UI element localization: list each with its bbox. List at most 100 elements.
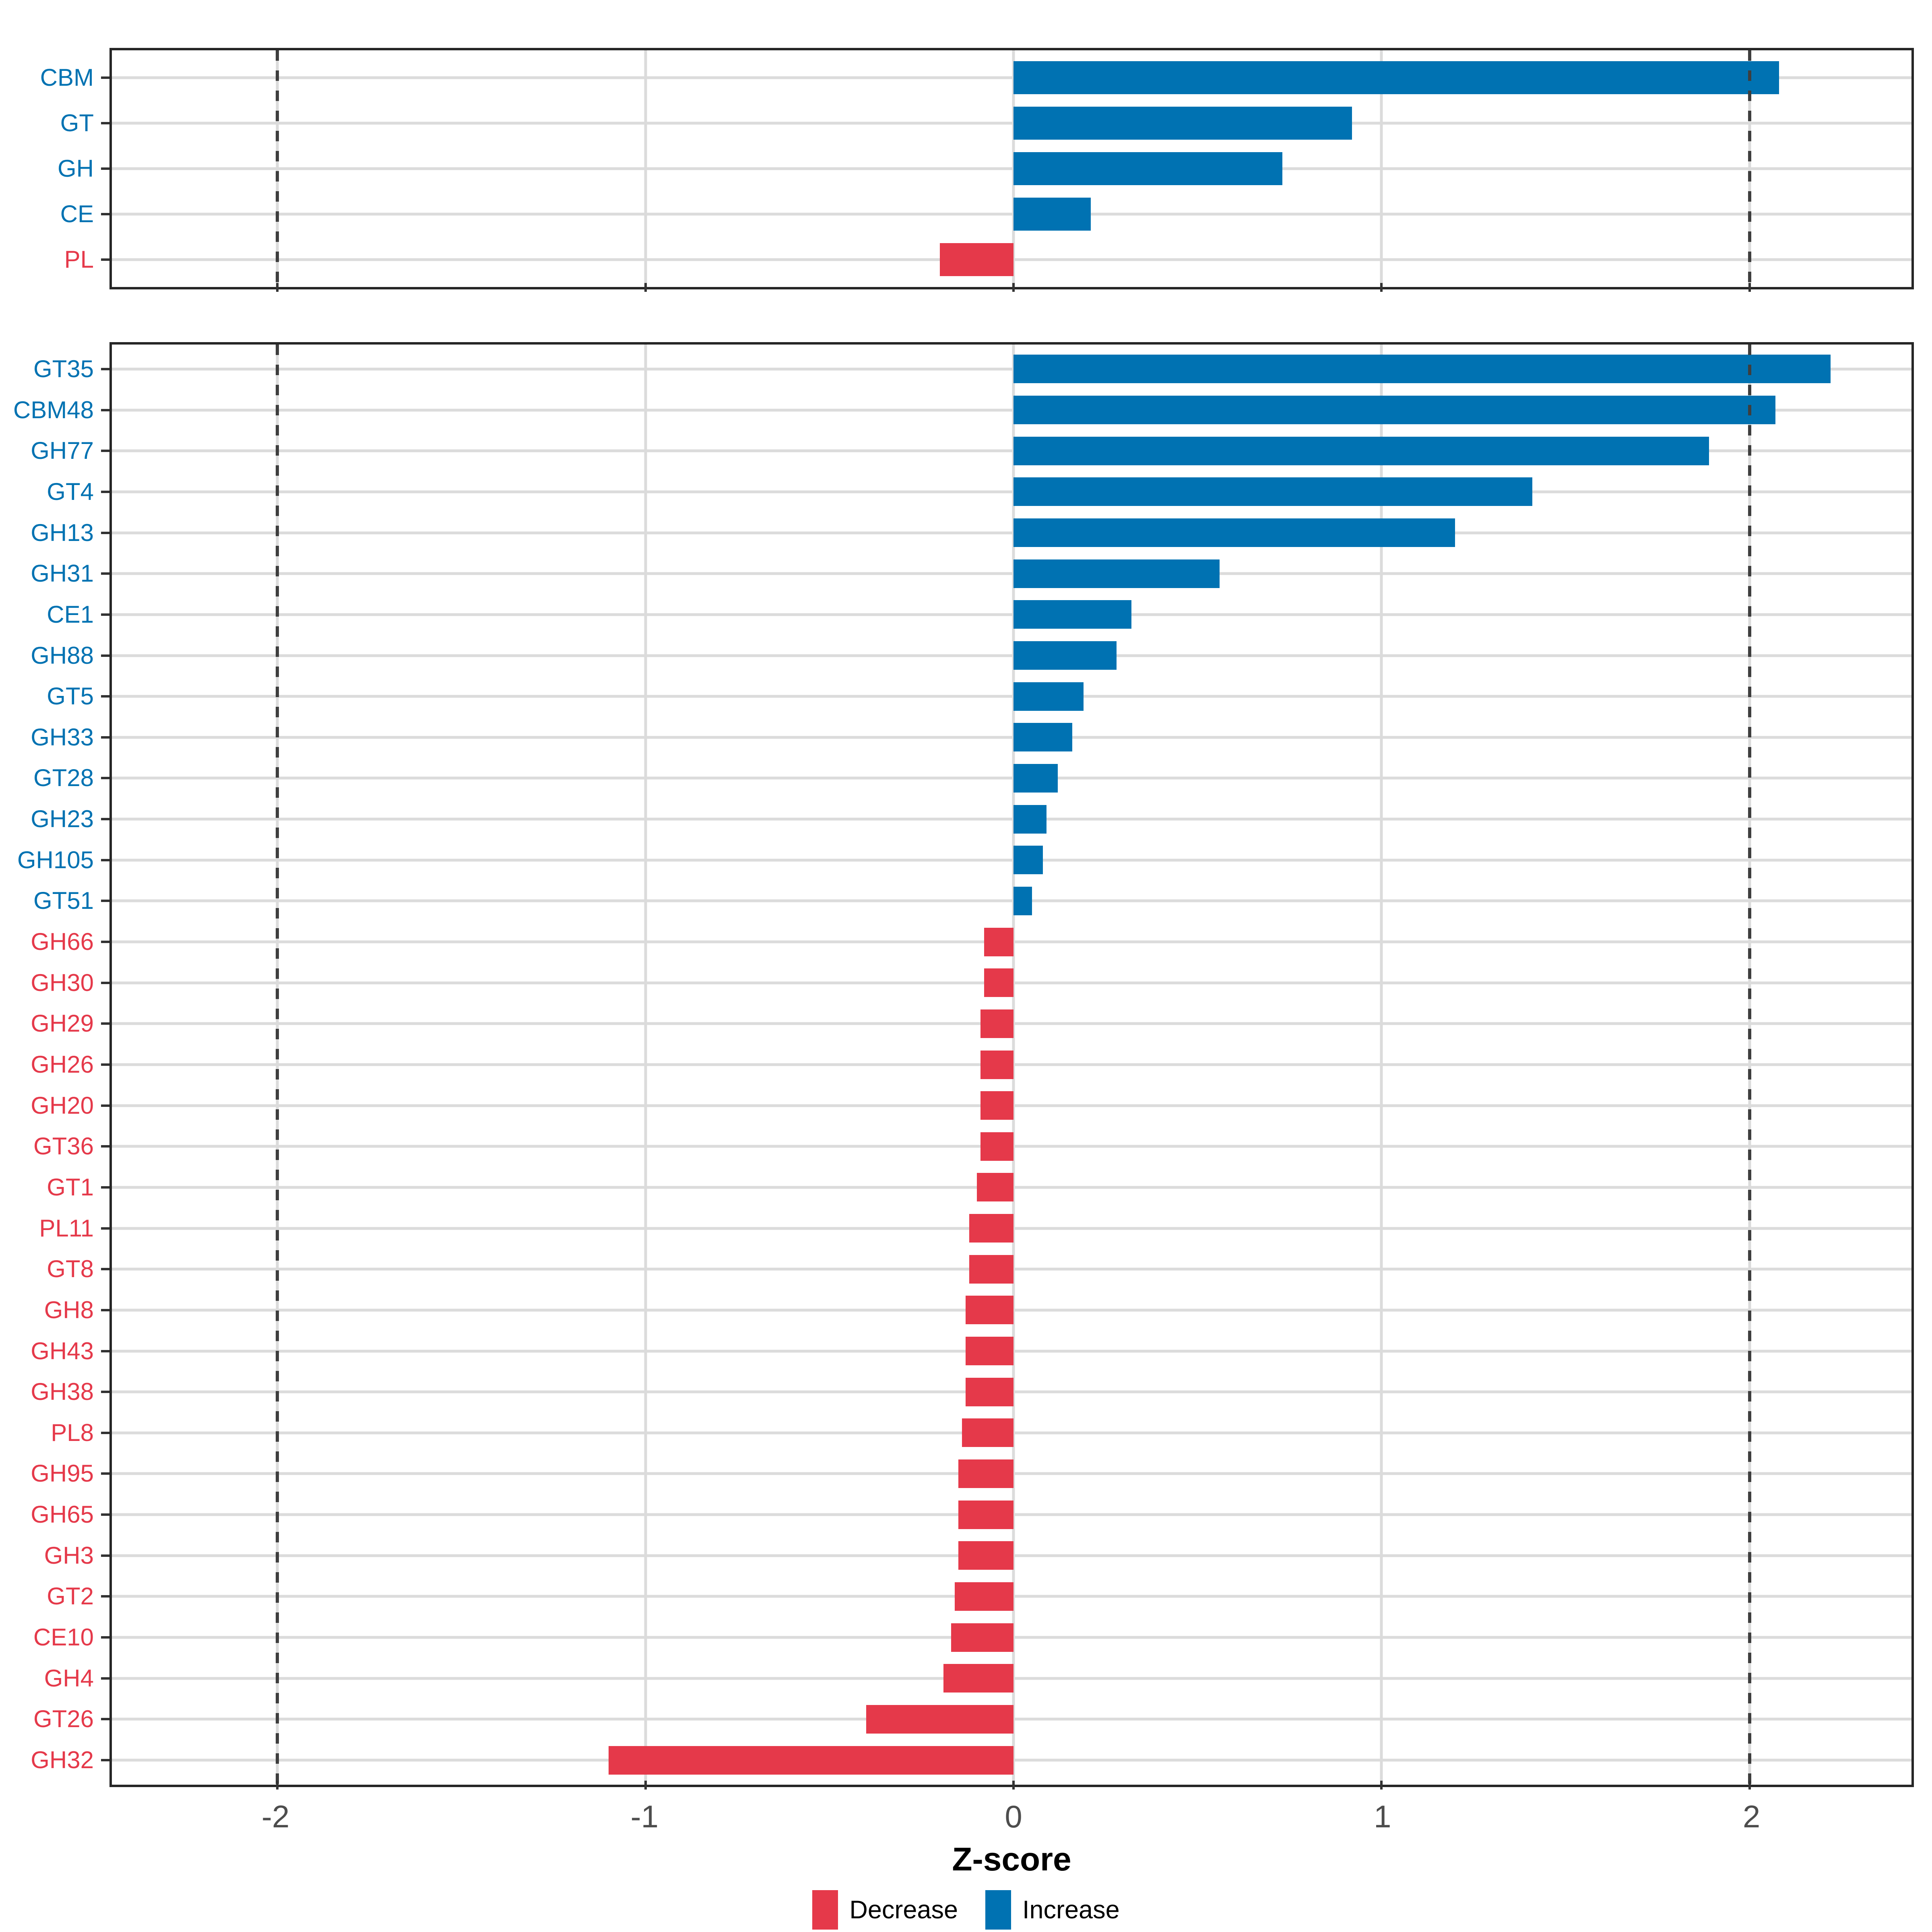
x-axis-tick <box>276 283 279 292</box>
bar-GT26 <box>866 1705 1014 1734</box>
bar-GT4 <box>1013 477 1533 506</box>
legend-item-decrease: Decrease <box>812 1890 958 1930</box>
x-axis-tick <box>1380 283 1383 292</box>
bar-PL8 <box>962 1418 1014 1447</box>
legend: Decrease Increase <box>0 1890 1932 1930</box>
y-label-GT2: GT2 <box>47 1583 94 1610</box>
bar-GH13 <box>1013 518 1455 547</box>
bar-GH33 <box>1013 723 1073 752</box>
y-label-GH8: GH8 <box>44 1296 94 1323</box>
y-label-GH29: GH29 <box>31 1010 94 1037</box>
horizontal-gridline <box>112 654 1911 657</box>
y-axis-tick <box>101 818 109 821</box>
y-axis-tick <box>101 572 109 575</box>
bar-GH105 <box>1013 846 1043 875</box>
y-axis-tick <box>101 941 109 943</box>
y-label-GH32: GH32 <box>31 1746 94 1773</box>
horizontal-gridline <box>112 695 1911 698</box>
bar-GH77 <box>1013 436 1709 465</box>
horizontal-gridline <box>112 449 1911 452</box>
x-tick-label--1: -1 <box>630 1799 658 1834</box>
y-axis-tick <box>101 1472 109 1475</box>
horizontal-gridline <box>112 213 1911 216</box>
bar-PL <box>940 243 1014 277</box>
horizontal-gridline <box>112 76 1911 79</box>
y-axis-tick <box>101 859 109 861</box>
horizontal-gridline <box>112 531 1911 535</box>
y-axis-tick <box>101 367 109 370</box>
horizontal-gridline <box>112 367 1911 371</box>
y-label-PL11: PL11 <box>39 1214 94 1242</box>
y-axis-tick <box>101 1759 109 1761</box>
y-label-GT4: GT4 <box>47 478 94 505</box>
y-label-GH23: GH23 <box>31 805 94 833</box>
x-axis-tick <box>1012 283 1015 292</box>
horizontal-gridline <box>112 736 1911 739</box>
bar-GH32 <box>609 1746 1014 1775</box>
y-axis-tick <box>101 613 109 616</box>
y-label-GH: GH <box>58 155 94 182</box>
x-axis-title: Z-score <box>952 1841 1071 1878</box>
horizontal-gridline <box>112 817 1911 821</box>
y-label-CBM48: CBM48 <box>13 396 94 423</box>
y-axis-tick <box>101 167 109 170</box>
horizontal-gridline <box>112 122 1911 125</box>
bar-GH3 <box>958 1541 1014 1570</box>
bar-GH8 <box>966 1296 1014 1325</box>
y-label-GT35: GT35 <box>33 355 94 382</box>
y-axis-tick <box>101 76 109 79</box>
y-axis-tick <box>101 1268 109 1271</box>
y-axis-tick <box>101 531 109 534</box>
bar-GH23 <box>1013 805 1047 834</box>
y-label-GT28: GT28 <box>33 764 94 792</box>
bar-GH20 <box>980 1091 1014 1120</box>
y-axis-tick <box>101 1431 109 1434</box>
reference-line-dashed <box>1748 50 1751 287</box>
x-axis-tick <box>644 283 647 292</box>
y-label-GH105: GH105 <box>17 846 94 873</box>
panel-cazyme-classes: CBM GT GH CE PL <box>40 48 1914 292</box>
reference-line-dashed <box>276 345 279 1785</box>
reference-line-dashed <box>276 50 279 287</box>
bar-GH29 <box>980 1009 1014 1038</box>
x-tick-label-1: 1 <box>1374 1799 1391 1834</box>
x-tick-label-0: 0 <box>1005 1799 1022 1834</box>
y-axis-tick <box>101 122 109 124</box>
x-tick-label-2: 2 <box>1742 1799 1761 1834</box>
horizontal-gridline <box>112 776 1911 780</box>
bar-GT51 <box>1013 886 1032 915</box>
legend-label-decrease: Decrease <box>849 1896 958 1924</box>
y-label-GH3: GH3 <box>44 1542 94 1569</box>
panel-cazyme-families: GT35 CBM48 GH77 GT4 GH13 GH31 CE1 GH88 GT5 GH33 GT… <box>13 342 1914 1790</box>
y-axis-tick <box>101 900 109 902</box>
decrease-swatch-icon <box>812 1890 838 1930</box>
bar-GT8 <box>969 1255 1014 1284</box>
increase-swatch-icon <box>985 1890 1011 1930</box>
y-axis-tick <box>101 213 109 216</box>
bar-PL11 <box>969 1214 1014 1243</box>
y-label-GH88: GH88 <box>31 642 94 669</box>
horizontal-gridline <box>112 572 1911 575</box>
y-axis-tick <box>101 981 109 984</box>
horizontal-gridline <box>112 490 1911 493</box>
y-label-GT: GT <box>60 109 94 136</box>
y-axis-tick <box>101 490 109 493</box>
bar-GH30 <box>984 968 1014 997</box>
horizontal-gridline <box>112 899 1911 902</box>
bar-GT <box>1013 106 1352 140</box>
y-label-GT36: GT36 <box>33 1133 94 1160</box>
y-label-GT8: GT8 <box>47 1255 94 1283</box>
bar-GH66 <box>984 927 1014 956</box>
bar-CBM48 <box>1013 396 1775 425</box>
x-axis-tick <box>1748 1781 1751 1790</box>
x-axis-tick <box>1748 283 1751 292</box>
bar-GT35 <box>1013 355 1831 384</box>
bar-GT5 <box>1013 682 1084 711</box>
y-label-GH66: GH66 <box>31 928 94 956</box>
y-label-GT26: GT26 <box>33 1705 94 1733</box>
legend-item-increase: Increase <box>985 1890 1120 1930</box>
y-axis-tick <box>101 1227 109 1230</box>
x-tick-label--2: -2 <box>261 1799 290 1834</box>
y-label-CE10: CE10 <box>33 1624 94 1651</box>
y-label-PL8: PL8 <box>51 1419 94 1446</box>
